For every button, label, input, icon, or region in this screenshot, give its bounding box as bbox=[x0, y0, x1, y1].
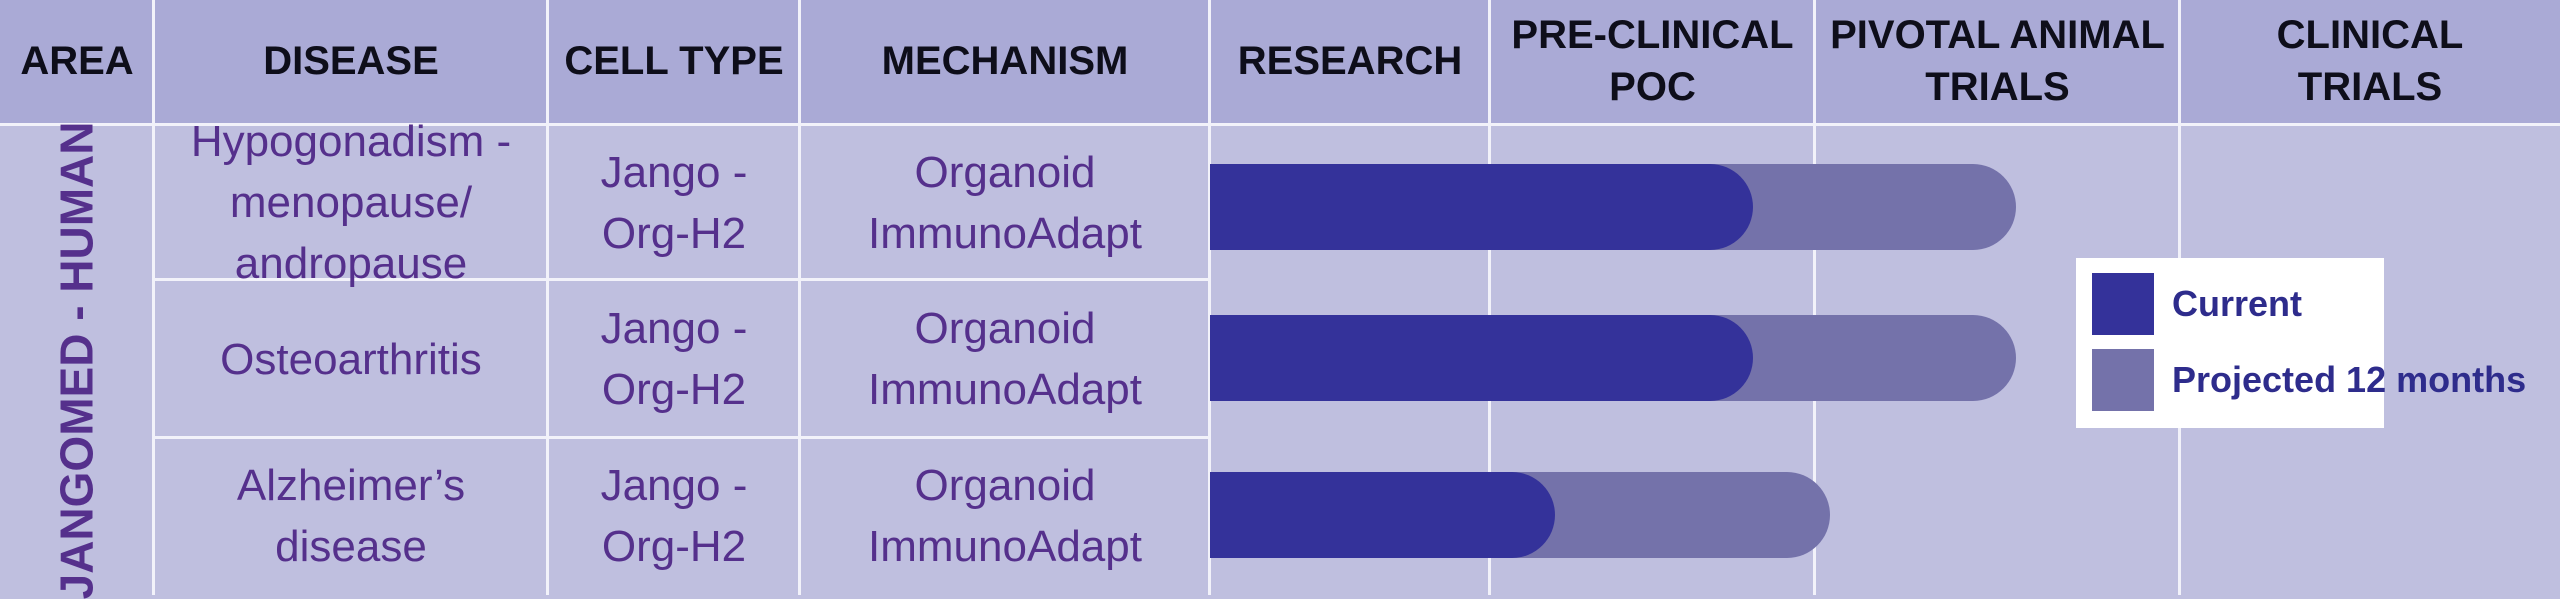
column-divider-6 bbox=[1813, 0, 1816, 595]
legend-label-current: Current bbox=[2172, 283, 2303, 324]
header-clinical-trials: CLINICAL TRIALS bbox=[2180, 0, 2560, 123]
row-divider-2 bbox=[154, 436, 1210, 439]
current-bar-1 bbox=[1210, 163, 1754, 250]
header-pivotal-animal-trials: PIVOTAL ANIMAL TRIALS bbox=[1815, 0, 2180, 123]
legend-swatch-current bbox=[2092, 273, 2154, 335]
current-bar-3 bbox=[1210, 472, 1555, 558]
column-divider-1 bbox=[152, 0, 155, 595]
disease-3: Alzheimer’s disease bbox=[236, 461, 466, 571]
mechanism-1: Organoid ImmunoAdapt bbox=[868, 147, 1142, 258]
header-divider bbox=[0, 123, 2560, 126]
header-area: AREA bbox=[0, 0, 154, 123]
legend-label-projected: Projected 12 months bbox=[2172, 359, 2527, 400]
column-divider-4 bbox=[1208, 0, 1211, 595]
header-mechanism: MECHANISM bbox=[800, 0, 1210, 123]
legend-item-projected: Projected 12 months bbox=[2092, 348, 2526, 412]
area-label-text: JANGOMED - HUMAN bbox=[50, 121, 103, 599]
mechanism-3: Organoid ImmunoAdapt bbox=[868, 461, 1142, 571]
column-divider-5 bbox=[1488, 0, 1491, 595]
header-research: RESEARCH bbox=[1210, 0, 1490, 123]
header-pre-clinical-poc: PRE-CLINICAL POC bbox=[1490, 0, 1815, 123]
area-label: JANGOMED - HUMAN bbox=[0, 122, 154, 599]
current-bar-2 bbox=[1210, 315, 1754, 401]
disease-2: Osteoarthritis bbox=[220, 334, 482, 384]
column-divider-2 bbox=[546, 0, 549, 595]
row-divider-1 bbox=[154, 278, 1210, 281]
legend-swatch-projected bbox=[2092, 349, 2154, 411]
mechanism-2: Organoid ImmunoAdapt bbox=[868, 304, 1142, 414]
legend-item-current: Current bbox=[2092, 272, 2302, 336]
legend: Current Projected 12 months bbox=[2076, 258, 2526, 428]
header-disease: DISEASE bbox=[154, 0, 548, 123]
cell-type-2: Jango - Org-H2 bbox=[600, 304, 748, 414]
cell-type-1: Jango - Org-H2 bbox=[600, 147, 748, 258]
disease-1: Hypogonadism - menopause/ andropause bbox=[190, 117, 512, 288]
column-divider-3 bbox=[798, 0, 801, 595]
cell-type-3: Jango - Org-H2 bbox=[600, 461, 748, 571]
header-cell-type: CELL TYPE bbox=[548, 0, 800, 123]
